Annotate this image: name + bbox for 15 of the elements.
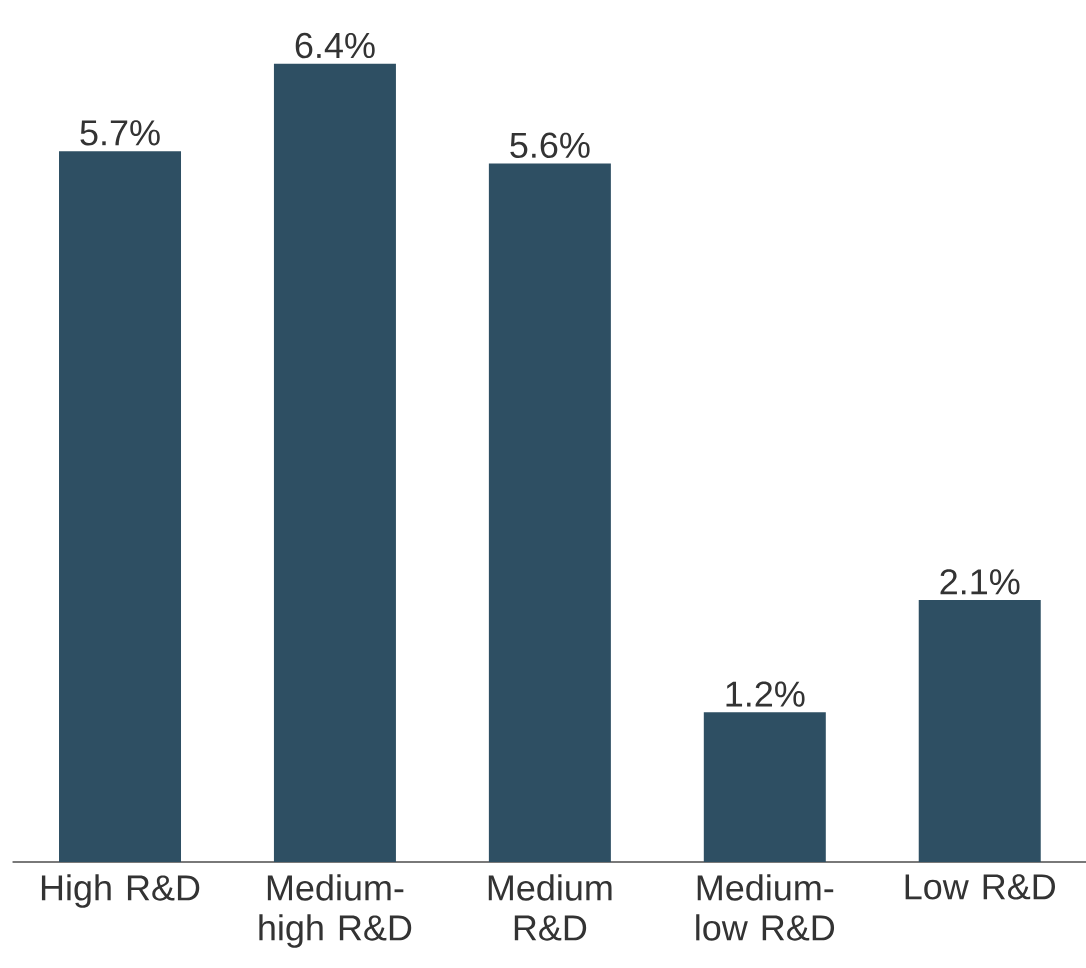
bar (703, 712, 826, 862)
bar (273, 63, 396, 862)
x-tick-label: High R&D (41, 874, 200, 908)
bar (488, 163, 611, 862)
x-tick-label: Medium-high R&D (259, 874, 412, 948)
data-label: 2.1% (940, 569, 1020, 595)
data-label: 5.7% (80, 120, 160, 146)
x-tick-label: Medium-low R&D (696, 874, 835, 941)
data-label: 6.4% (295, 32, 375, 59)
data-label: 5.6% (510, 132, 590, 159)
bar (59, 151, 182, 862)
x-tick-label: Low R&D (905, 874, 1055, 900)
data-label: 1.2% (726, 681, 805, 707)
x-tick-label: Medium R&D (488, 874, 612, 941)
bar (918, 600, 1041, 862)
